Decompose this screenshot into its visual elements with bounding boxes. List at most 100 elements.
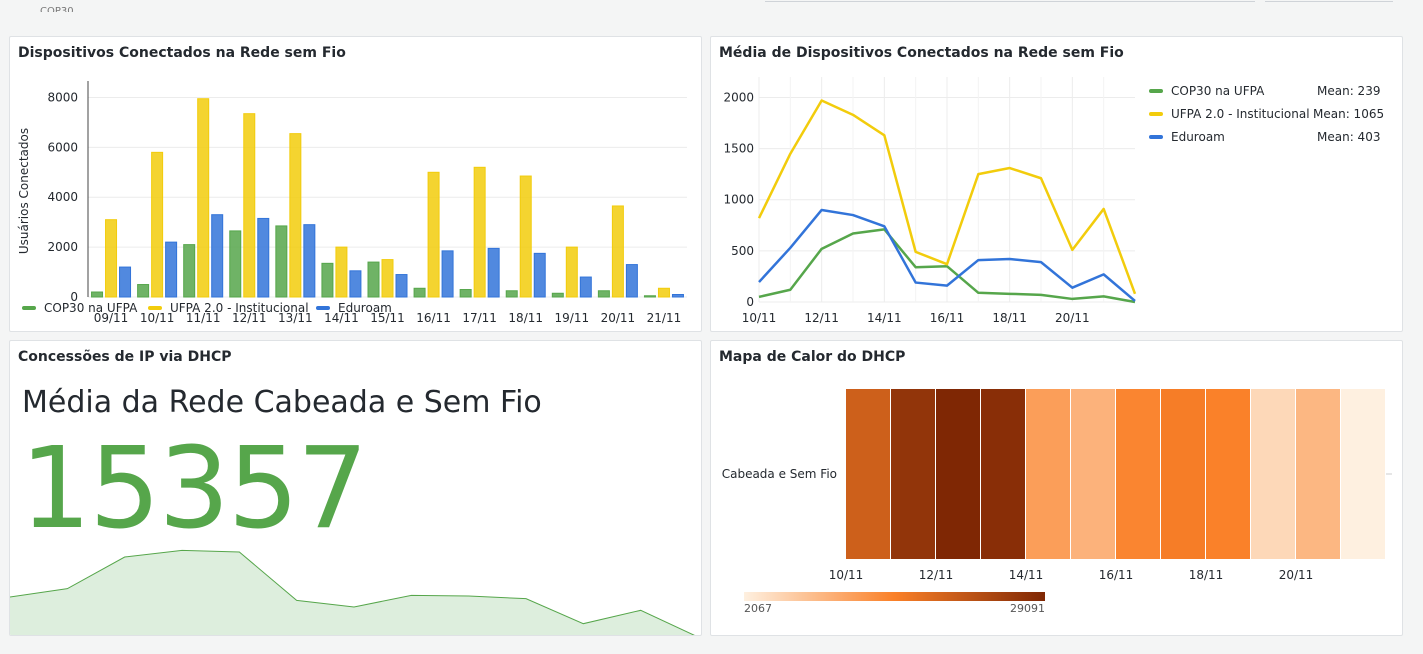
bar [165, 241, 178, 298]
panel-average-devices-line-chart: Média de Dispositivos Conectados na Rede… [710, 36, 1403, 332]
x-tick-label: 12/11 [232, 311, 267, 325]
panel-title[interactable]: Dispositivos Conectados na Rede sem Fio [18, 45, 346, 61]
x-tick-label: 16/11 [416, 311, 451, 325]
y-tick-label: 0 [746, 295, 754, 309]
panel-devices-bar-chart: Dispositivos Conectados na Rede sem Fio … [9, 36, 702, 332]
legend-swatch [1149, 112, 1163, 116]
x-tick-label: 20/11 [1055, 311, 1090, 325]
stat-subtitle: Média da Rede Cabeada e Sem Fio [22, 385, 542, 420]
stat-sparkline [10, 549, 695, 635]
bar [349, 270, 362, 298]
bar [183, 244, 196, 298]
legend-mean: Mean: 403 [1317, 130, 1381, 144]
bar [303, 224, 316, 298]
bar [643, 295, 656, 298]
legend-swatch [148, 306, 162, 310]
legend-label: COP30 na UFPA [44, 301, 138, 315]
x-tick-label: 21/11 [647, 311, 682, 325]
x-tick-label: 16/11 [1099, 568, 1134, 582]
bar [289, 133, 302, 298]
x-tick-label: 09/11 [94, 311, 129, 325]
bar [473, 166, 486, 298]
bar [395, 274, 408, 298]
heatmap-cell [1161, 389, 1205, 559]
heatmap-cell [1206, 389, 1250, 559]
bar [367, 261, 380, 298]
bar [657, 287, 670, 298]
bar [211, 214, 224, 298]
bar [197, 98, 210, 298]
y-tick-label: 6000 [47, 140, 78, 154]
heatmap-cell [1341, 389, 1385, 559]
bar [505, 290, 518, 298]
bar [257, 217, 270, 298]
bar [565, 246, 578, 298]
legend-label: Eduroam [1171, 130, 1225, 144]
x-tick-label: 17/11 [462, 311, 497, 325]
bar [413, 287, 426, 298]
panel-dhcp-stat: Concessões de IP via DHCP Média da Rede … [9, 340, 702, 636]
y-axis-title: Usuários Conectados [17, 128, 31, 254]
x-tick-label: 18/11 [1189, 568, 1224, 582]
heatmap-cell [1296, 389, 1340, 559]
x-tick-label: 20/11 [601, 311, 636, 325]
bar [459, 289, 472, 298]
heatmap-cell [891, 389, 935, 559]
heatmap-cell [936, 389, 980, 559]
sparkline-area [10, 550, 694, 635]
bar [275, 225, 288, 298]
bar [381, 259, 394, 298]
top-time-picker[interactable] [1265, 0, 1393, 2]
legend-item[interactable]: Eduroam [316, 301, 392, 315]
y-tick-label: 500 [731, 244, 754, 258]
series-line [758, 208, 1136, 302]
heatmap-cell [1071, 389, 1115, 559]
bar [519, 175, 532, 298]
legend-label: UFPA 2.0 - Institucional [1171, 107, 1310, 121]
sparkline-line [10, 549, 695, 635]
legend-item[interactable]: COP30 na UFPA [22, 301, 137, 315]
bar-chart: 0 2000 4000 6000 8000 Usuários Conectados 09/1… [17, 81, 687, 325]
stat-value: 15357 [20, 424, 368, 554]
panel-dhcp-heatmap: Mapa de Calor do DHCP Cabeada e Sem Fio 1… [710, 340, 1403, 636]
x-tick-label: 13/11 [278, 311, 313, 325]
legend-mean: Mean: 1065 [1313, 107, 1385, 121]
legend-swatch [1149, 89, 1163, 93]
x-tick-label: 14/11 [1009, 568, 1044, 582]
legend-item[interactable]: UFPA 2.0 - Institucional [1149, 107, 1310, 121]
bar [487, 247, 500, 298]
bar [105, 219, 118, 298]
partial-label: COP30 [40, 6, 74, 12]
x-tick-label: 10/11 [829, 568, 864, 582]
bar [579, 276, 592, 298]
x-tick-label: 19/11 [555, 311, 590, 325]
bar [441, 250, 454, 298]
bar [321, 262, 334, 298]
y-tick-label: 4000 [47, 190, 78, 204]
y-tick-label: 1500 [723, 142, 754, 156]
legend-swatch [22, 306, 36, 310]
panel-title[interactable]: Média de Dispositivos Conectados na Rede… [719, 45, 1124, 61]
x-tick-label: 12/11 [919, 568, 954, 582]
top-variable-selector[interactable] [765, 0, 1255, 2]
x-tick-label: 11/11 [186, 311, 221, 325]
legend-item[interactable]: COP30 na UFPA [1149, 84, 1264, 98]
y-tick-label: 0 [70, 290, 78, 304]
legend-item[interactable]: Eduroam [1149, 130, 1225, 144]
heatmap-cell [846, 389, 890, 559]
y-tick-label: 2000 [47, 240, 78, 254]
x-tick-label: 15/11 [370, 311, 405, 325]
legend-item[interactable]: UFPA 2.0 - Institucional [148, 301, 309, 315]
panel-title[interactable]: Mapa de Calor do DHCP [719, 349, 906, 365]
heatmap: Cabeada e Sem Fio 10/11 12/11 14/11 16/11 18/… [722, 389, 1392, 615]
bar [119, 266, 132, 298]
legend-label: Eduroam [338, 301, 392, 315]
legend-mean: Mean: 239 [1317, 84, 1381, 98]
line-chart: 0 500 1000 1500 2000 10/11 12/11 14/11 16/11 18/1… [723, 77, 1137, 325]
x-tick-label: 18/11 [508, 311, 543, 325]
bar [625, 264, 638, 298]
heatmap-cell [1251, 389, 1295, 559]
x-tick-label: 18/11 [992, 311, 1027, 325]
panel-title[interactable]: Concessões de IP via DHCP [18, 349, 232, 365]
bar [151, 151, 164, 298]
